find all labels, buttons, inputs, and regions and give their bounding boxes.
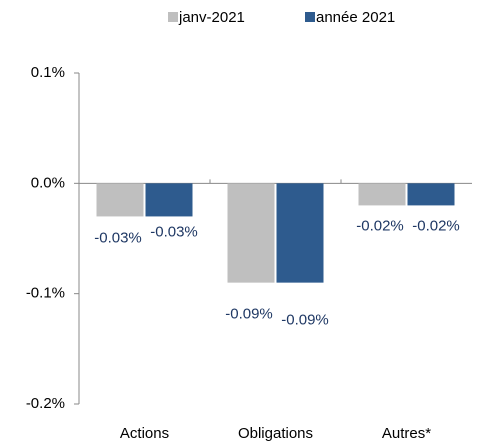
bar [276, 183, 324, 283]
data-label: -0.09% [281, 312, 329, 329]
legend-label: janv-2021 [178, 9, 245, 26]
data-label: -0.09% [225, 306, 273, 323]
data-label: -0.02% [412, 217, 460, 234]
x-tick-label: Obligations [238, 425, 313, 442]
legend-swatch [305, 12, 315, 22]
bar [145, 183, 193, 217]
bar [407, 183, 455, 206]
bar [227, 183, 275, 283]
y-tick-label: -0.1% [26, 285, 65, 302]
x-tick-label: Autres* [382, 425, 431, 442]
y-tick-label: 0.1% [31, 64, 65, 81]
data-label: -0.03% [150, 223, 198, 240]
data-label: -0.03% [94, 229, 142, 246]
x-tick-label: Actions [120, 425, 169, 442]
legend-swatch [168, 12, 178, 22]
y-tick-label: -0.2% [26, 395, 65, 412]
legend-label: année 2021 [316, 9, 395, 26]
y-tick-label: 0.0% [31, 174, 65, 191]
bar [96, 183, 144, 217]
bar [358, 183, 406, 206]
data-label: -0.02% [356, 217, 404, 234]
